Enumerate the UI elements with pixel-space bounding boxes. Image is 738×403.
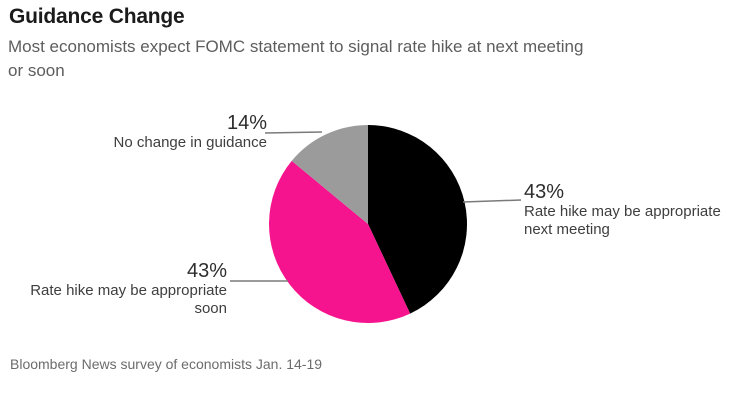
callout-next-meeting: 43% Rate hike may be appropriate next me… bbox=[524, 181, 738, 239]
callout-no-change-pct: 14% bbox=[226, 112, 267, 134]
callout-next-meeting-label-line-1: Rate hike may be appropriate bbox=[524, 203, 721, 220]
callout-no-change-label: No change in guidance bbox=[113, 134, 267, 151]
callout-soon-label-line-1: Rate hike may be appropriate bbox=[30, 282, 227, 299]
callout-soon: 43% Rate hike may be appropriate soon bbox=[0, 260, 227, 318]
callout-soon-label-line-2: soon bbox=[194, 300, 227, 317]
chart-subtitle: Most economists expect FOMC statement to… bbox=[8, 35, 583, 83]
callout-next-meeting-pct: 43% bbox=[524, 181, 565, 203]
callout-soon-pct: 43% bbox=[186, 260, 227, 282]
leader-line-no-change bbox=[264, 131, 323, 134]
pie-slice-no-change bbox=[291, 125, 368, 224]
chart-subtitle-line-2: or soon bbox=[8, 61, 65, 80]
pie-slice-soon bbox=[269, 160, 411, 323]
pie-slice-next-meeting bbox=[368, 125, 468, 314]
source-note: Bloomberg News survey of economists Jan.… bbox=[10, 356, 323, 372]
callout-no-change: 14% No change in guidance bbox=[0, 112, 267, 152]
leader-line-next-meeting bbox=[462, 199, 522, 203]
pie-slices bbox=[269, 125, 468, 323]
chart-subtitle-line-1: Most economists expect FOMC statement to… bbox=[8, 37, 584, 56]
chart-title: Guidance Change bbox=[9, 5, 185, 28]
callout-next-meeting-label-line-2: next meeting bbox=[524, 221, 610, 238]
